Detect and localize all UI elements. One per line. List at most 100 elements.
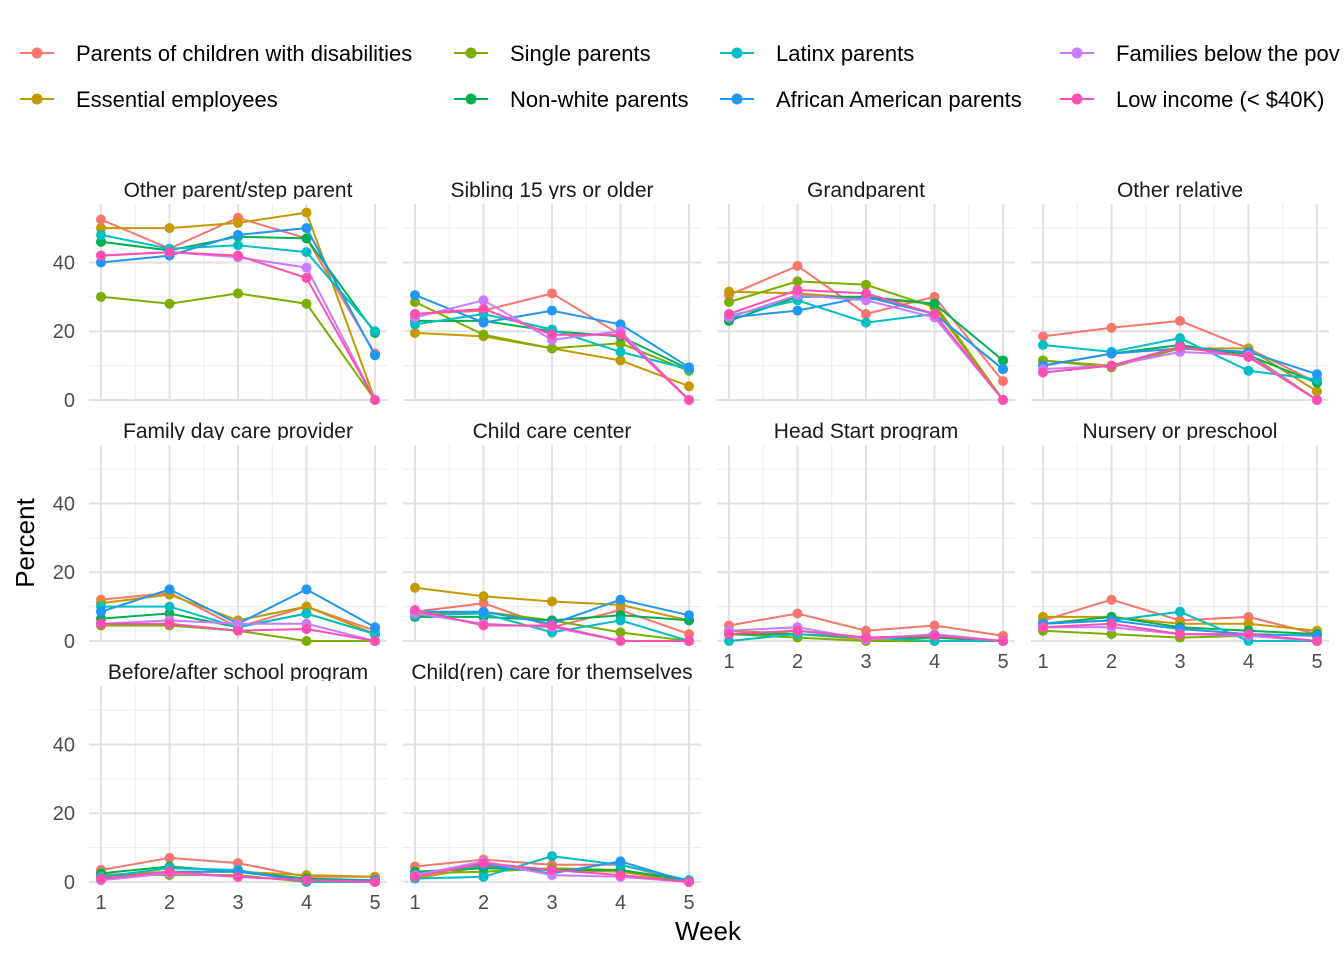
facet-panel: Nursery or preschool 1 2 3 4 5 (1031, 420, 1329, 673)
x-tick-label: 4 (929, 651, 940, 673)
data-point (410, 605, 420, 616)
data-point (478, 858, 489, 869)
series (724, 625, 1008, 646)
x-tick-label: 3 (546, 892, 557, 914)
data-point (615, 355, 626, 366)
data-point (929, 298, 940, 309)
data-point (724, 629, 734, 640)
series (410, 605, 694, 646)
data-point (1038, 611, 1048, 622)
legend-label: Essential employees (76, 87, 278, 112)
data-point (233, 858, 243, 869)
legend-label: Low income (< $40K) (1116, 87, 1325, 112)
data-point (684, 610, 694, 621)
x-tick-label: 3 (860, 651, 871, 673)
data-point (861, 317, 871, 328)
x-tick-label: 2 (164, 892, 175, 914)
data-point (1312, 369, 1322, 380)
legend-label: Families below the pov (1116, 41, 1340, 66)
legend-label: Single parents (510, 41, 651, 66)
series (410, 303, 694, 405)
data-point (547, 288, 557, 299)
series (1038, 341, 1322, 405)
data-point (792, 284, 803, 295)
facet-panel: Other relative (1031, 179, 1329, 405)
legend-label: Non-white parents (510, 87, 689, 112)
x-tick-label: 2 (1106, 651, 1117, 673)
data-point (96, 873, 106, 884)
facet-title: Family day care provider (123, 420, 353, 443)
data-point (724, 309, 734, 320)
legend-key-point (1071, 93, 1083, 105)
data-point (547, 343, 557, 354)
x-tick-label: 1 (95, 892, 106, 914)
data-point (96, 250, 106, 261)
panel-grid (717, 445, 1015, 642)
data-point (233, 229, 243, 240)
data-point (233, 871, 243, 882)
data-point (861, 288, 871, 299)
y-tick-label: 20 (53, 562, 75, 584)
y-tick-label: 0 (64, 872, 75, 894)
data-point (792, 260, 803, 271)
data-point (96, 236, 106, 247)
x-tick-label: 4 (615, 892, 626, 914)
data-point (615, 627, 626, 638)
y-tick-label: 40 (53, 493, 75, 515)
facet-title: Other parent/step parent (124, 179, 353, 202)
legend-key-point (731, 93, 743, 105)
data-point (478, 317, 489, 328)
data-point (164, 298, 175, 309)
data-point (929, 309, 940, 320)
y-tick-label: 0 (64, 631, 75, 653)
data-point (410, 297, 420, 307)
data-point (1106, 618, 1117, 629)
data-point (370, 326, 380, 337)
data-point (164, 247, 175, 258)
data-point (301, 233, 312, 244)
x-tick-label: 1 (723, 651, 734, 673)
data-point (96, 214, 106, 225)
legend-key-point (31, 93, 43, 105)
legend-key-point (31, 47, 43, 59)
data-point (301, 207, 312, 218)
data-point (615, 329, 626, 340)
data-point (301, 608, 312, 619)
data-point (96, 223, 106, 234)
series (724, 284, 1008, 405)
legend-item: Parents of children with disabilities (20, 41, 412, 66)
y-axis-label: Percent (10, 497, 40, 587)
data-point (684, 877, 694, 887)
data-point (410, 871, 420, 882)
data-point (478, 620, 489, 631)
x-tick-label: 2 (478, 892, 489, 914)
data-point (301, 623, 312, 634)
data-point (861, 625, 871, 636)
data-point (615, 615, 626, 626)
data-point (998, 636, 1008, 646)
data-point (861, 295, 871, 306)
series (410, 290, 694, 373)
facet-panel: Other parent/step parent 0 20 40 (53, 179, 387, 412)
data-point (1038, 339, 1048, 350)
data-point (1175, 341, 1185, 352)
data-point (792, 608, 803, 619)
data-point (929, 630, 940, 641)
x-tick-label: 5 (1311, 651, 1322, 673)
data-point (615, 346, 626, 357)
legend-item: Latinx parents (720, 41, 914, 66)
data-point (1312, 386, 1322, 397)
facet-title: Child care center (473, 420, 632, 443)
data-point (233, 618, 243, 629)
data-point (301, 262, 312, 273)
legend-item: Non-white parents (454, 87, 689, 112)
legend-label: African American parents (776, 87, 1022, 112)
data-point (1243, 352, 1254, 363)
data-point (792, 305, 803, 316)
y-tick-label: 40 (53, 734, 75, 756)
data-point (370, 629, 380, 640)
data-point (998, 395, 1008, 405)
data-point (1106, 629, 1117, 640)
data-point (615, 338, 626, 349)
